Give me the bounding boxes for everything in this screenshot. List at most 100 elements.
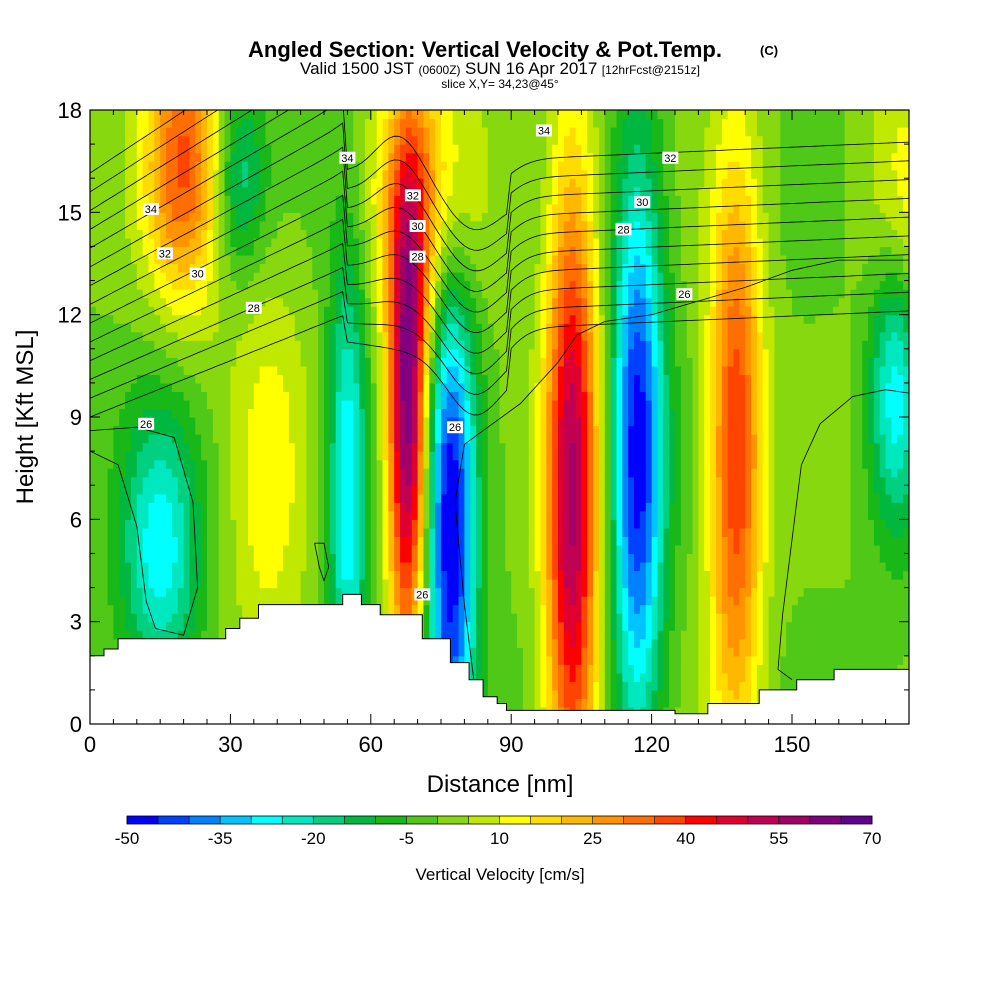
velocity-cell [107,417,114,427]
velocity-cell [125,519,132,529]
velocity-cell [359,451,366,461]
velocity-cell [487,493,495,503]
velocity-cell [154,459,161,469]
velocity-cell [376,485,384,495]
velocity-cell [136,485,144,495]
velocity-cell [142,536,150,546]
velocity-cell [400,144,407,154]
velocity-cell [207,613,214,623]
velocity-cell [435,297,442,307]
velocity-cell [119,323,126,333]
velocity-cell [370,246,378,256]
velocity-cell [400,161,407,171]
velocity-cell [423,306,430,316]
velocity-cell [458,544,465,555]
velocity-cell [294,544,302,555]
velocity-cell [177,613,185,623]
velocity-cell [405,246,413,256]
velocity-cell [329,280,337,290]
velocity-cell [247,280,255,290]
velocity-cell [347,178,354,188]
velocity-cell [470,229,477,239]
velocity-cell [347,127,354,137]
velocity-cell [312,425,319,435]
velocity-cell [107,323,114,333]
velocity-cell [481,246,489,256]
velocity-cell [306,135,313,145]
velocity-cell [224,237,231,248]
velocity-cell [236,544,243,555]
velocity-cell [242,263,249,273]
velocity-cell [95,212,103,222]
velocity-cell [411,118,419,128]
velocity-cell [90,553,97,563]
velocity-cell [394,561,401,572]
velocity-cell [452,502,460,512]
velocity-cell [107,246,114,256]
velocity-cell [119,348,126,358]
velocity-cell [423,169,430,179]
velocity-cell [230,237,237,248]
velocity-cell [364,502,372,512]
velocity-cell [130,544,138,555]
velocity-cell [160,331,167,341]
velocity-cell [388,365,395,375]
velocity-cell [294,493,302,503]
velocity-cell [107,118,114,128]
velocity-cell [335,161,343,171]
velocity-cell [353,561,360,572]
velocity-cell [277,536,284,546]
velocity-cell [452,195,460,205]
velocity-cell [405,382,413,393]
velocity-cell [329,229,337,239]
velocity-cell [189,340,196,350]
velocity-cell [259,502,267,512]
velocity-cell [166,229,173,239]
velocity-cell [294,280,302,290]
velocity-cell [189,382,196,393]
velocity-cell [400,229,407,239]
velocity-cell [101,476,109,486]
velocity-cell [230,417,237,427]
velocity-cell [183,399,191,410]
velocity-cell [376,451,384,461]
velocity-cell [224,135,231,145]
velocity-cell [166,289,173,299]
velocity-cell [107,408,114,418]
velocity-cell [446,152,454,162]
velocity-cell [364,229,372,239]
velocity-cell [189,195,196,205]
velocity-cell [253,493,261,503]
velocity-cell [452,135,460,145]
velocity-cell [189,297,196,307]
velocity-cell [306,434,313,444]
velocity-cell [324,519,331,529]
velocity-cell [294,229,302,239]
velocity-cell [189,365,196,375]
velocity-cell [435,118,442,128]
velocity-cell [347,536,354,546]
velocity-cell [470,510,477,520]
velocity-cell [452,365,460,375]
velocity-cell [125,442,132,452]
velocity-cell [382,348,389,358]
velocity-cell [470,314,477,324]
velocity-cell [95,638,103,648]
velocity-cell [288,425,296,435]
velocity-cell [148,587,155,597]
velocity-cell [382,340,389,350]
velocity-cell [136,476,144,486]
velocity-cell [283,169,290,179]
velocity-cell [394,365,401,375]
velocity-cell [271,263,278,273]
velocity-cell [125,544,132,555]
velocity-cell [224,186,231,196]
velocity-cell [171,297,179,307]
velocity-cell [446,527,454,537]
velocity-cell [394,357,401,367]
velocity-cell [189,544,196,555]
velocity-cell [283,178,290,188]
velocity-cell [265,399,272,410]
velocity-cell [324,451,331,461]
velocity-cell [201,203,208,213]
